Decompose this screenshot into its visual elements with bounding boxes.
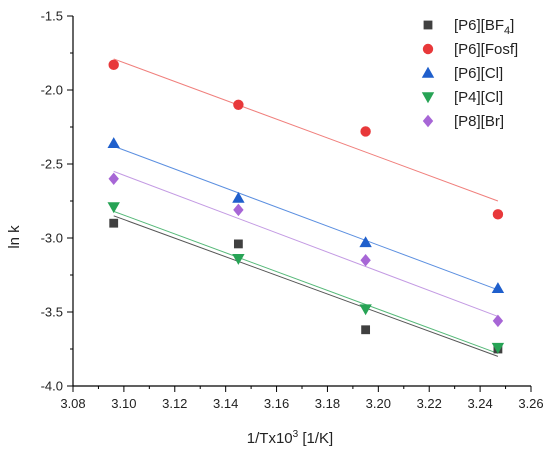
x-axis-title-main: 1/Tx10 <box>247 430 293 447</box>
data-point <box>232 191 245 203</box>
fit-line <box>113 170 499 317</box>
data-point <box>361 325 371 335</box>
legend-label-sub: 4 <box>504 25 510 37</box>
legend-marker <box>421 66 435 78</box>
x-tick-label: 3.14 <box>213 396 238 411</box>
fit-line <box>113 210 499 354</box>
axes: 3.08 3.10 3.12 3.14 3.16 3.18 3.20 3.22 3.24 3.26… <box>41 9 544 412</box>
x-axis-title-tail: [1/K] <box>298 430 333 447</box>
y-tick-label: -2.5 <box>41 157 63 172</box>
data-point <box>360 254 371 267</box>
fit-lines <box>113 58 499 357</box>
x-tick-label: 3.12 <box>162 396 187 411</box>
data-point <box>360 126 371 137</box>
data-point <box>107 202 120 214</box>
legend-marker <box>422 43 434 55</box>
data-point <box>109 218 119 228</box>
legend-label-main: [P6][Cl] <box>454 65 503 82</box>
y-tick-label: -1.5 <box>41 9 63 24</box>
fit-line <box>113 145 499 291</box>
legend-label-main: [P6][BF <box>454 17 504 34</box>
legend-marker <box>422 114 434 128</box>
data-point <box>491 282 505 294</box>
data-point <box>107 137 120 148</box>
y-tick-label: -3.5 <box>41 305 63 320</box>
legend-label-main: [P4][Cl] <box>454 89 503 106</box>
y-tick-label: -4.0 <box>41 379 63 394</box>
legend-label: [P6][Cl] <box>454 65 503 82</box>
x-tick-label: 3.08 <box>60 396 85 411</box>
y-tick-label: -3.0 <box>41 231 63 246</box>
legend: [P6][BF4] [P6][Fosf] [P6][Cl] [P4][Cl] [P8][… <box>421 17 518 130</box>
x-tick-label: 3.18 <box>315 396 340 411</box>
legend-label: [P6][BF4] <box>454 17 514 37</box>
x-tick-label: 3.26 <box>518 396 543 411</box>
data-point <box>492 314 504 328</box>
x-tick-label: 3.16 <box>264 396 289 411</box>
x-tick-label: 3.10 <box>111 396 136 411</box>
data-point <box>359 304 372 316</box>
data-point <box>108 59 119 71</box>
legend-label-main: [P8][Br] <box>454 113 504 130</box>
data-point <box>108 172 119 185</box>
x-axis-title: 1/Tx103 [1/K] <box>247 429 333 447</box>
data-point <box>359 236 372 248</box>
data-point <box>232 254 245 265</box>
x-tick-label: 3.22 <box>417 396 442 411</box>
y-axis-title: ln k <box>6 225 23 249</box>
data-point <box>492 209 504 220</box>
data-point <box>233 99 244 111</box>
data-point <box>491 342 505 354</box>
data-points <box>107 59 505 354</box>
fit-line <box>113 58 499 202</box>
legend-marker <box>421 92 435 104</box>
y-tick-label: -2.0 <box>41 83 63 98</box>
legend-label-main: [P6][Fosf] <box>454 41 518 58</box>
x-tick-label: 3.20 <box>366 396 391 411</box>
data-point <box>233 203 244 217</box>
legend-label-tail: ] <box>510 17 514 34</box>
legend-label: [P8][Br] <box>454 113 504 130</box>
legend-marker <box>423 20 433 30</box>
data-point <box>233 239 243 249</box>
x-tick-label: 3.24 <box>467 396 492 411</box>
legend-label: [P4][Cl] <box>454 89 503 106</box>
fit-line <box>113 215 499 357</box>
x-axis-title-sup: 3 <box>293 429 299 440</box>
legend-label: [P6][Fosf] <box>454 41 518 58</box>
